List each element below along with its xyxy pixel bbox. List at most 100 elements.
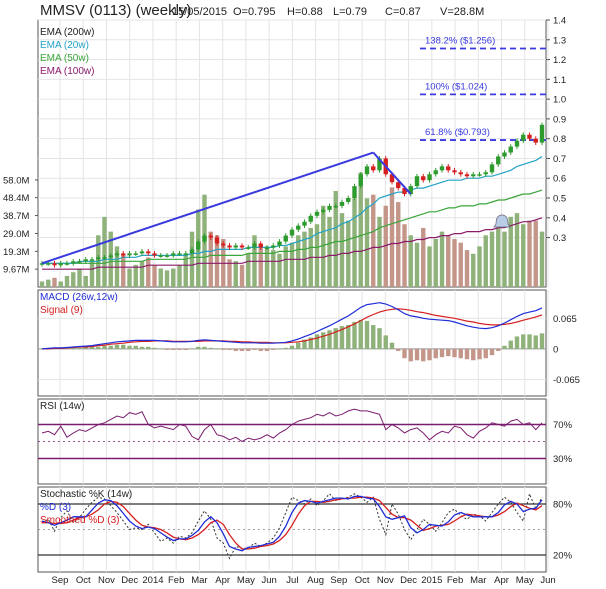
signal-line	[42, 308, 543, 350]
x-tick-label: Jun	[540, 575, 555, 586]
macd-hist-bar	[264, 348, 270, 351]
volume-bar	[439, 231, 445, 287]
candle-body	[433, 170, 438, 175]
macd-hist-bar	[202, 346, 207, 349]
candle-body	[458, 172, 463, 175]
macd-hist-bar	[77, 347, 82, 349]
candle-body	[64, 263, 70, 265]
macd-hist-bar	[477, 348, 482, 360]
x-tick-label: 2015	[421, 575, 442, 586]
macd-hist-bar	[458, 348, 463, 359]
candle-body	[521, 134, 526, 141]
candle-body	[502, 152, 507, 157]
candle-body	[127, 253, 132, 256]
macd-hist-bar	[208, 347, 213, 349]
macd-hist-bar	[164, 348, 170, 350]
volume-bar	[289, 242, 295, 287]
macd-hist-bar	[352, 321, 357, 349]
candle-body	[339, 201, 345, 206]
macd-hist-bar	[539, 333, 545, 349]
vol-tick-label: 38.7M	[3, 211, 29, 222]
candle-body	[164, 255, 170, 257]
x-tick-label: Nov	[377, 575, 394, 586]
macd-hist-bar	[246, 348, 251, 351]
macd-hist-bar	[496, 348, 501, 351]
candle-body	[233, 245, 238, 248]
legend-stoch-k: Stochastic %K (14w)	[40, 489, 133, 500]
y-tick-label: 0.7	[553, 154, 566, 165]
macd-hist-bar	[321, 332, 326, 349]
macd-hist-bar	[89, 346, 95, 349]
x-tick-label: Sep	[52, 575, 69, 586]
volume-bar	[527, 220, 532, 287]
volume-bar	[496, 227, 501, 287]
volume-bar	[327, 216, 332, 287]
volume-bar	[352, 198, 357, 287]
macd-hist-bar	[96, 346, 101, 349]
candle-body	[102, 257, 107, 259]
volume-bar	[452, 239, 457, 287]
vol-tick-label: 58.0M	[3, 175, 29, 186]
macd-hist-bar	[421, 348, 426, 362]
fib-label: 138.2% ($1.256)	[425, 35, 495, 46]
vol-tick-label: 9.67M	[3, 265, 29, 276]
candle-body	[346, 198, 351, 202]
macd-hist-bar	[333, 328, 338, 349]
candle-body	[96, 257, 101, 260]
y-tick-label: 1.0	[553, 95, 566, 106]
candle-body	[302, 221, 307, 226]
x-tick-label: Nov	[98, 575, 115, 586]
macd-hist-bar	[214, 348, 220, 350]
legend-ema20: EMA (20w)	[40, 40, 89, 51]
volume-bar	[446, 235, 451, 287]
candle-body	[214, 237, 220, 244]
candle-body	[158, 255, 163, 257]
candle-body	[377, 158, 382, 171]
volume-bar	[271, 250, 276, 287]
macd-hist-bar	[527, 334, 532, 349]
volume-bar	[83, 275, 88, 287]
candle-body	[327, 205, 332, 210]
volume-bar	[396, 202, 401, 287]
macd-hist-bar	[189, 348, 195, 350]
legend-ema50: EMA (50w)	[40, 53, 89, 64]
header-high: H=0.88	[287, 6, 323, 18]
macd-hist-bar	[146, 346, 151, 349]
volume-bar	[164, 270, 170, 287]
macd-hist-bar	[133, 345, 138, 349]
volume-bar	[489, 231, 495, 287]
macd-hist-bar	[521, 334, 526, 349]
volume-bar	[471, 253, 476, 287]
macd-hist-bar	[158, 348, 163, 350]
macd-hist-bar	[427, 348, 432, 361]
macd-hist-bar	[252, 348, 257, 350]
x-tick-label: Aug	[307, 575, 324, 586]
bell-icon	[493, 214, 511, 228]
x-tick-label: Jul	[286, 575, 298, 586]
macd-hist-bar	[277, 348, 282, 350]
header-close: C=0.87	[385, 6, 421, 18]
x-tick-label: Apr	[494, 575, 509, 586]
vol-tick-label: 48.4M	[3, 193, 29, 204]
candle-body	[514, 140, 520, 147]
x-tick-label: Apr	[215, 575, 230, 586]
macd-hist-bar	[508, 340, 513, 349]
y-tick-label: 1.1	[553, 75, 566, 86]
legend-stoch-d: %D (3)	[40, 502, 72, 513]
macd-hist-bar	[414, 348, 420, 361]
candle-body	[352, 186, 357, 198]
candle-body	[296, 225, 301, 230]
macd-hist-bar	[452, 348, 457, 358]
volume-bar	[277, 253, 282, 287]
macd-hist-bar	[83, 346, 88, 349]
legend-signal: Signal (9)	[40, 305, 83, 316]
legend-ema100: EMA (100w)	[40, 66, 95, 77]
ema50-line	[42, 189, 543, 264]
stoch-smoothed-d-line	[42, 496, 543, 550]
volume-bar	[258, 246, 263, 287]
candle-body	[39, 263, 45, 265]
candle-body	[464, 174, 470, 177]
y-tick-label: 0.9	[553, 114, 566, 125]
volume-bar	[521, 224, 526, 287]
